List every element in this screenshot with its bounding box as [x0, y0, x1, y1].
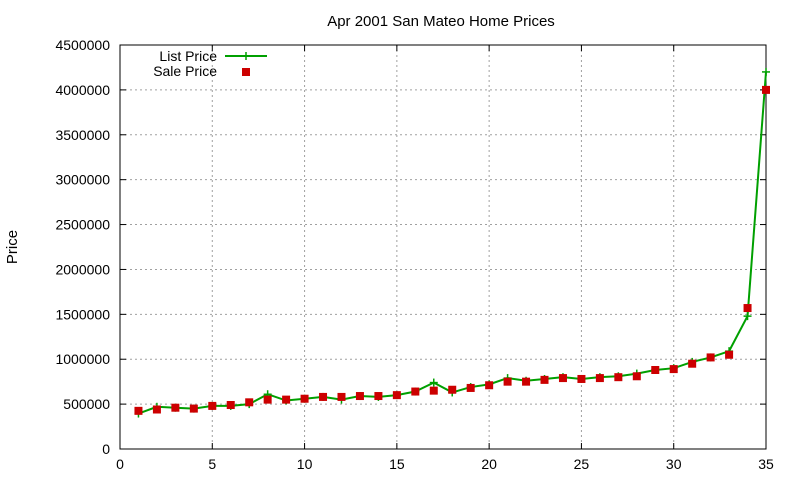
y-tick-label: 1500000 — [55, 306, 110, 322]
sale-price-point — [448, 385, 457, 394]
sale-price-point — [669, 365, 678, 374]
y-tick-label: 4500000 — [55, 37, 110, 53]
x-tick-label: 15 — [389, 456, 405, 472]
sale-price-point — [503, 377, 512, 386]
list-price-point — [429, 378, 438, 387]
y-tick-label: 0 — [102, 441, 110, 457]
x-tick-label: 35 — [758, 456, 774, 472]
sale-price-point — [522, 377, 531, 386]
sale-price-point — [189, 404, 198, 413]
series — [134, 67, 770, 418]
sale-price-point — [208, 401, 217, 410]
sale-price-point — [577, 374, 586, 383]
legend-label-list-price: List Price — [159, 48, 217, 64]
sale-price-point — [134, 406, 143, 415]
list-price-line — [138, 71, 767, 415]
sale-price-point — [355, 392, 364, 401]
x-tick-label: 25 — [574, 456, 590, 472]
y-tick-label: 3500000 — [55, 127, 110, 143]
y-tick-label: 1000000 — [55, 351, 110, 367]
sale-price-point — [429, 386, 438, 395]
sale-price-point — [337, 392, 346, 401]
sale-price-point — [411, 387, 420, 396]
sale-price-point — [762, 85, 770, 94]
y-tick-label: 500000 — [63, 396, 110, 412]
legend-label-sale-price: Sale Price — [153, 63, 217, 79]
legend-swatch-sale-price — [242, 68, 250, 76]
y-tick-label: 2000000 — [55, 261, 110, 277]
x-tick-label: 20 — [481, 456, 497, 472]
sale-price-point — [171, 403, 180, 412]
sale-price-point — [282, 395, 291, 404]
sale-price-point — [300, 394, 309, 403]
sale-price-point — [374, 392, 383, 401]
sale-price-point — [466, 383, 475, 392]
list-price-point — [762, 67, 770, 76]
axes: 0 5 10 15 20 25 30 35 0 500000 1000000 1500000 20000… — [55, 37, 774, 472]
x-tick-label: 5 — [208, 456, 216, 472]
sale-price-point — [263, 395, 272, 404]
sale-price-point — [632, 372, 641, 381]
sale-price-point — [706, 353, 715, 362]
sale-price-point — [614, 373, 623, 382]
sale-price-point — [226, 401, 235, 410]
sale-price-point — [152, 405, 161, 414]
x-tick-label: 30 — [666, 456, 682, 472]
sale-price-point — [558, 374, 567, 383]
sale-price-point — [392, 391, 401, 400]
x-tick-label: 10 — [297, 456, 313, 472]
sale-price-point — [540, 375, 549, 384]
y-tick-label: 4000000 — [55, 82, 110, 98]
sale-price-point — [319, 392, 328, 401]
sale-price-point — [688, 359, 697, 368]
sale-price-point — [245, 398, 254, 407]
sale-price-point — [725, 350, 734, 359]
chart-title: Apr 2001 San Mateo Home Prices — [327, 13, 555, 30]
sale-price-point — [743, 304, 752, 313]
sale-price-point — [485, 381, 494, 390]
sale-price-point — [651, 365, 660, 374]
y-tick-label: 3000000 — [55, 172, 110, 188]
plot-area-frame — [119, 44, 767, 450]
list-price-point — [743, 312, 752, 321]
x-tick-label: 0 — [116, 456, 124, 472]
y-axis-label: Price — [4, 230, 21, 264]
y-tick-label: 2500000 — [55, 217, 110, 233]
sale-price-point — [595, 374, 604, 383]
